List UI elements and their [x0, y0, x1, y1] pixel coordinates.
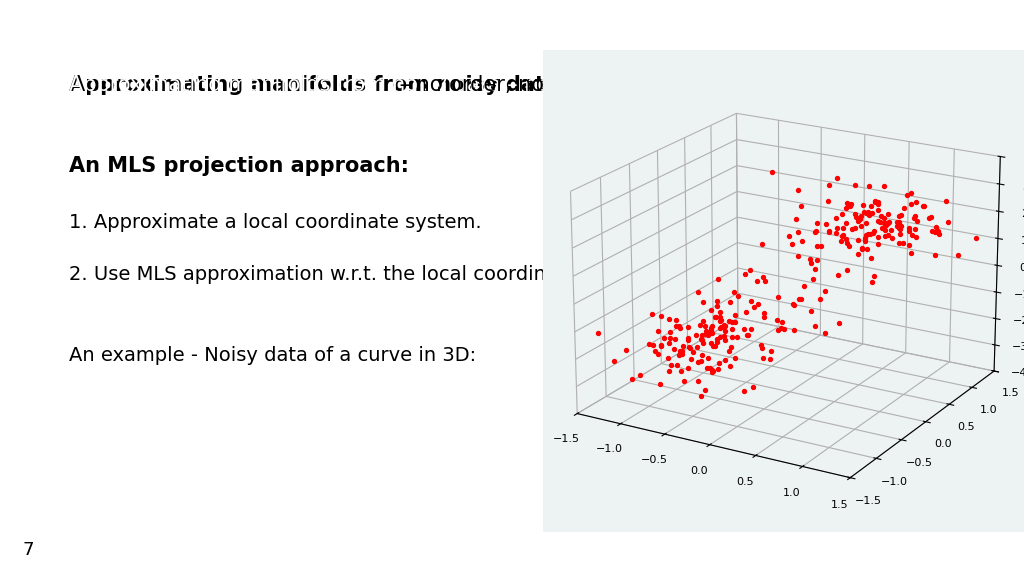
Text: 1. Approximate a local coordinate system.: 1. Approximate a local coordinate system…	[69, 213, 481, 232]
Text: An example - Noisy data of a curve in 3D:: An example - Noisy data of a curve in 3D…	[69, 346, 476, 365]
Text: Approximating manifolds from noisy data – no order, no parametrization.: Approximating manifolds from noisy data …	[69, 75, 831, 95]
Text: 2. Use MLS approximation w.r.t. the local coordinate system.: 2. Use MLS approximation w.r.t. the loca…	[69, 265, 659, 284]
Text: – no order, no parametrization.: – no order, no parametrization.	[392, 75, 723, 95]
Text: An MLS projection approach:: An MLS projection approach:	[69, 156, 409, 176]
Text: Approximating manifolds from noisy data: Approximating manifolds from noisy data	[69, 75, 559, 95]
Text: 7: 7	[23, 541, 35, 559]
